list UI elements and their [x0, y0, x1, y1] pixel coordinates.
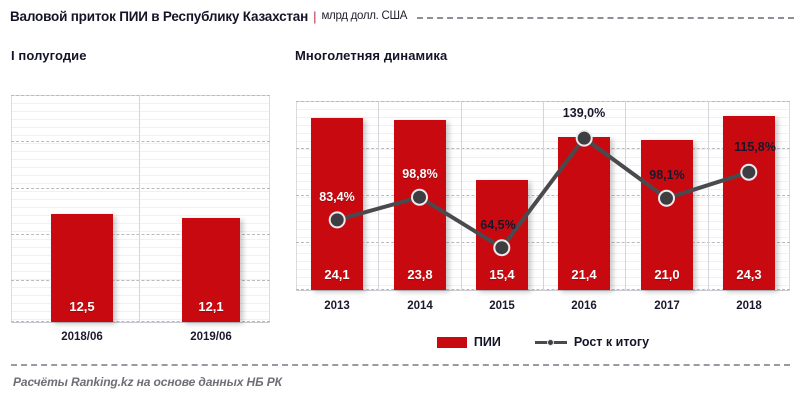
right-category-divider: [625, 101, 626, 291]
legend-item-fdi[interactable]: ПИИ: [436, 335, 501, 349]
growth-value-2014: 98,8%: [402, 167, 438, 181]
bar-value-2019/06: 12,1: [198, 299, 224, 314]
bar-value-2018: 24,3: [736, 267, 762, 282]
left-category-divider: [139, 95, 140, 323]
bar-value-2015: 15,4: [489, 267, 515, 282]
line-marker-swatch-icon: [534, 337, 567, 348]
growth-value-2015: 64,5%: [480, 218, 516, 232]
left-gridline: [11, 321, 270, 322]
left-plot-area: 12,5 2018/06 12,1 2019/06: [11, 95, 270, 343]
header-units: млрд долл. США: [321, 10, 408, 22]
category-label-2016: 2016: [571, 300, 597, 312]
bar-value-2014: 23,8: [407, 267, 433, 282]
bar-2014: 23,8: [394, 120, 446, 290]
right-category-divider: [543, 101, 544, 291]
legend-label-growth: Рост к итогу: [573, 335, 650, 349]
bar-2017: 21,0: [641, 140, 693, 290]
bar-value-2016: 21,4: [571, 267, 597, 282]
right-combo-chart: 24,1 2013 23,8 2014 15,4 2015 21,4 2016 21,0 2017…: [296, 101, 790, 312]
footer-source-note: Расчёты Ranking.kz на основе данных НБ Р…: [13, 375, 282, 389]
left-gridline: [11, 280, 270, 281]
right-plot-area: 24,1 2013 23,8 2014 15,4 2015 21,4 2016 21,0 2017…: [296, 101, 790, 312]
bar-value-2017: 21,0: [654, 267, 680, 282]
legend-item-growth[interactable]: Рост к итогу: [534, 335, 650, 349]
right-chart-title: Многолетняя динамика: [295, 48, 448, 63]
category-label-2013: 2013: [324, 300, 350, 312]
chart-legend: ПИИ Рост к итогу: [296, 332, 790, 352]
left-gridline: [11, 141, 270, 142]
bar-value-2018/06: 12,5: [69, 299, 95, 314]
bar-2018/06: 12,5: [51, 214, 113, 322]
growth-value-2017: 98,1%: [649, 168, 685, 182]
right-category-divider: [708, 101, 709, 291]
growth-value-2016: 139,0%: [562, 106, 606, 120]
category-label-2018: 2018: [736, 300, 762, 312]
left-gridline: [11, 188, 270, 189]
left-gridline: [11, 234, 270, 235]
category-label-2017: 2017: [654, 300, 680, 312]
bar-value-2013: 24,1: [324, 267, 350, 282]
bar-2019/06: 12,1: [182, 218, 240, 322]
bar-2016: 21,4: [558, 137, 610, 290]
header-separator: |: [313, 8, 317, 24]
left-chart-title: I полугодие: [11, 48, 87, 63]
category-label-2019/06: 2019/06: [190, 331, 232, 343]
category-label-2014: 2014: [407, 300, 433, 312]
bar-2013: 24,1: [311, 118, 363, 290]
header-dashed-rule: [417, 16, 794, 20]
page-title: Валовой приток ПИИ в Республику Казахста…: [10, 8, 309, 24]
left-bar-chart: 12,5 2018/06 12,1 2019/06: [11, 95, 270, 343]
category-label-2018/06: 2018/06: [61, 331, 103, 343]
right-category-divider: [461, 101, 462, 291]
footer-dashed-rule: [11, 364, 790, 366]
bar-swatch-icon: [436, 336, 467, 348]
legend-label-fdi: ПИИ: [473, 335, 501, 349]
bar-2015: 15,4: [476, 180, 528, 290]
category-label-2015: 2015: [489, 300, 515, 312]
growth-value-2018: 115,8%: [734, 140, 776, 154]
left-gridline: [11, 95, 270, 96]
page-header: Валовой приток ПИИ в Республику Казахста…: [10, 4, 794, 28]
growth-value-2013: 83,4%: [319, 190, 355, 204]
